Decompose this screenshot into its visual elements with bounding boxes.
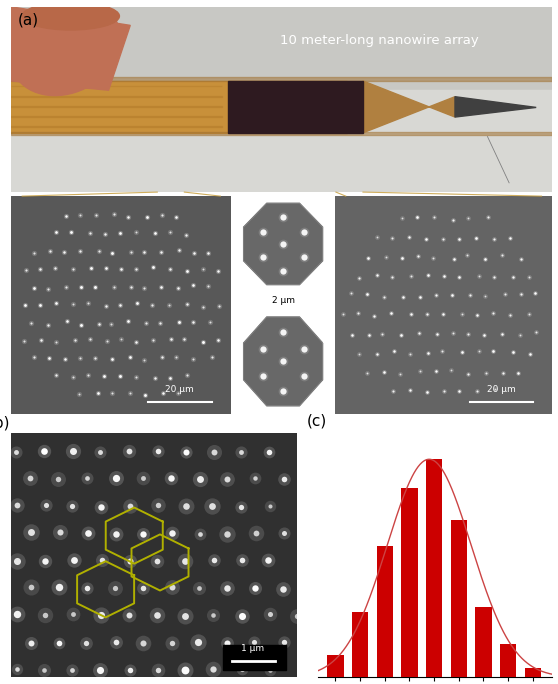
Bar [228,81,363,133]
Text: 2 μm: 2 μm [272,296,295,305]
Bar [11,81,347,133]
Bar [475,607,492,677]
Polygon shape [11,7,130,90]
Text: (b): (b) [0,416,9,431]
Polygon shape [244,203,323,285]
Bar [11,132,552,135]
Bar [11,77,552,81]
Text: 20 μm: 20 μm [487,385,516,394]
Polygon shape [363,81,455,133]
Bar [11,116,222,117]
Bar [451,521,467,677]
Polygon shape [455,96,536,117]
Bar [352,611,368,677]
Text: (a): (a) [18,12,39,27]
Bar [223,646,286,670]
Text: (c): (c) [306,413,327,428]
Bar [401,488,417,677]
Bar [525,668,541,677]
Polygon shape [244,317,323,406]
Bar [11,90,552,192]
Bar [11,106,222,107]
Ellipse shape [22,2,119,30]
Text: 1 μm: 1 μm [242,644,264,653]
Text: 20 μm: 20 μm [165,385,194,394]
Bar [426,459,442,677]
Text: 10 meter-long nanowire array: 10 meter-long nanowire array [280,34,479,47]
Ellipse shape [10,0,121,96]
Bar [11,7,552,90]
Bar [328,655,344,677]
Bar [377,547,393,677]
Bar [500,644,516,677]
